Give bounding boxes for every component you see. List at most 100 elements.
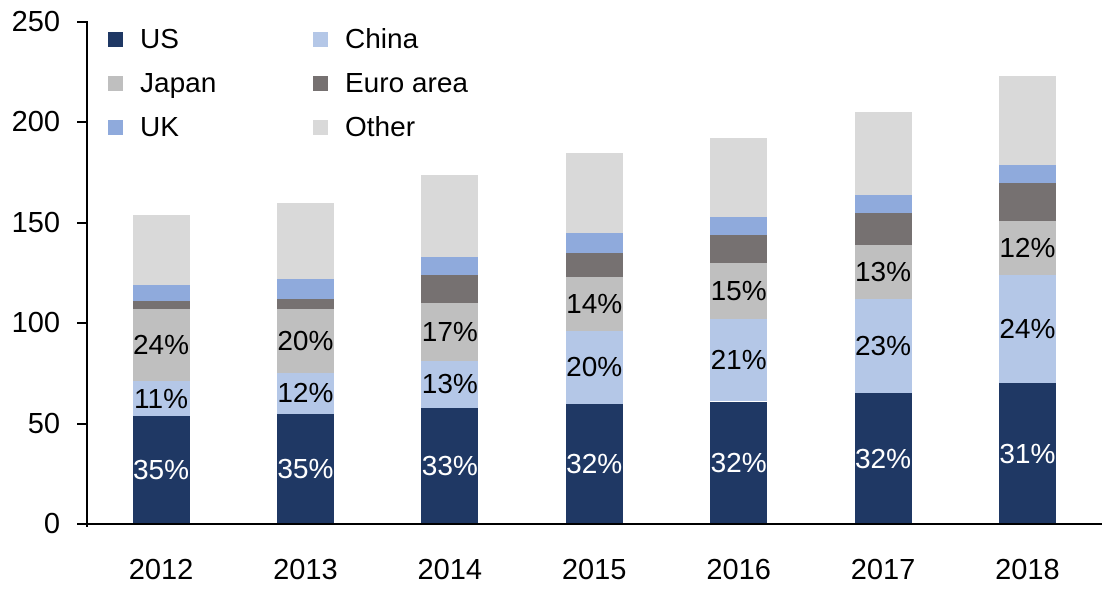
bar-segment-other-2015 — [565, 152, 623, 233]
bar-segment-us-2017 — [854, 393, 912, 524]
bar-segment-euro-area-2016 — [710, 234, 768, 263]
bar-segment-other-2013 — [276, 202, 334, 280]
bar-segment-us-2018 — [998, 383, 1056, 524]
legend-item-euro-area: Euro area — [313, 66, 468, 100]
segment-label-japan-2015: 14% — [566, 288, 623, 320]
bar-segment-us-2016 — [710, 401, 768, 524]
bar-segment-china-2012 — [132, 381, 190, 416]
x-category-label-2016: 2016 — [706, 554, 771, 586]
bar-segment-euro-area-2012 — [132, 301, 190, 310]
segment-label-china-2014: 13% — [421, 368, 478, 400]
bar-segment-japan-2016 — [710, 262, 768, 320]
legend-swatch-other — [313, 119, 328, 135]
segment-label-us-2018: 31% — [999, 437, 1056, 469]
segment-label-japan-2013: 20% — [277, 325, 334, 357]
legend-item-us: US — [108, 22, 313, 56]
segment-label-china-2015: 20% — [566, 351, 623, 383]
y-tick-mark-200 — [77, 121, 87, 124]
y-tick-mark-50 — [77, 422, 87, 425]
bar-segment-uk-2012 — [132, 285, 190, 302]
segment-label-us-2012: 35% — [132, 453, 190, 485]
bar-segment-euro-area-2013 — [276, 299, 334, 310]
bar-segment-us-2012 — [132, 415, 190, 524]
bar-segment-euro-area-2017 — [854, 212, 912, 245]
bar-segment-japan-2015 — [565, 277, 623, 332]
bar-segment-other-2018 — [998, 76, 1056, 165]
y-tick-label-200: 200 — [11, 106, 60, 139]
legend-item-japan: Japan — [108, 66, 313, 100]
segment-label-japan-2018: 12% — [999, 231, 1056, 263]
legend-swatch-us — [108, 31, 123, 47]
x-category-label-2013: 2013 — [273, 554, 338, 586]
legend-label-other: Other — [345, 111, 416, 142]
bar-segment-other-2012 — [132, 214, 190, 286]
bar-segment-china-2017 — [854, 299, 912, 394]
segment-label-japan-2016: 15% — [710, 275, 767, 307]
legend-label-euro-area: Euro area — [345, 67, 468, 98]
segment-label-china-2013: 12% — [277, 377, 334, 409]
bar-segment-uk-2018 — [998, 164, 1056, 183]
bar-segment-uk-2013 — [276, 279, 334, 300]
x-category-label-2017: 2017 — [850, 554, 916, 586]
bar-segment-japan-2018 — [998, 220, 1056, 275]
bar-segment-other-2017 — [854, 112, 912, 195]
segment-label-china-2016: 21% — [710, 344, 767, 376]
y-tick-label-250: 250 — [11, 6, 60, 38]
bar-segment-uk-2017 — [854, 194, 912, 213]
segment-label-japan-2014: 17% — [421, 316, 478, 348]
legend-item-uk: UK — [108, 110, 313, 144]
bar-segment-us-2013 — [276, 413, 334, 524]
bar-segment-us-2015 — [565, 403, 623, 524]
y-axis-line — [86, 21, 88, 527]
segment-label-japan-2012: 24% — [132, 329, 190, 361]
bar-segment-uk-2016 — [710, 216, 768, 235]
bar-segment-japan-2017 — [854, 244, 912, 300]
legend-label-us: US — [140, 23, 179, 54]
x-category-label-2015: 2015 — [561, 554, 627, 586]
bar-segment-japan-2012 — [132, 309, 190, 382]
bar-segment-japan-2014 — [421, 303, 479, 362]
y-tick-mark-100 — [77, 322, 87, 325]
bar-segment-china-2016 — [710, 319, 768, 402]
segment-label-us-2017: 32% — [854, 442, 912, 474]
bar-segment-china-2018 — [998, 275, 1056, 384]
bar-segment-euro-area-2015 — [565, 252, 623, 277]
segment-label-us-2015: 32% — [566, 447, 623, 479]
x-axis-line — [77, 523, 1102, 525]
bar-segment-uk-2014 — [421, 256, 479, 275]
y-tick-label-0: 0 — [43, 508, 60, 540]
bar-segment-china-2015 — [565, 331, 623, 404]
x-category-label-2014: 2014 — [417, 554, 483, 586]
segment-label-japan-2017: 13% — [854, 255, 912, 287]
legend-swatch-china — [313, 31, 328, 47]
segment-label-us-2014: 33% — [421, 449, 478, 481]
bar-segment-japan-2013 — [276, 309, 334, 374]
bar-segment-other-2016 — [710, 138, 768, 217]
bar-segment-euro-area-2018 — [998, 182, 1056, 221]
segment-label-china-2017: 23% — [854, 330, 912, 362]
bar-segment-china-2013 — [276, 373, 334, 414]
bar-segment-us-2014 — [421, 407, 479, 524]
y-tick-label-150: 150 — [11, 206, 60, 239]
segment-label-us-2013: 35% — [277, 452, 334, 484]
y-tick-mark-150 — [77, 221, 87, 224]
segment-label-china-2012: 11% — [134, 382, 188, 414]
bar-segment-other-2014 — [421, 174, 479, 257]
legend-label-japan: Japan — [140, 67, 217, 98]
legend-item-china: China — [313, 22, 468, 56]
legend-swatch-euro-area — [313, 75, 328, 91]
y-tick-mark-250 — [77, 21, 87, 23]
segment-label-us-2016: 32% — [710, 446, 767, 478]
x-category-label-2018: 2018 — [995, 554, 1060, 586]
legend: US China Japan Euro area UK Other — [108, 22, 468, 144]
legend-swatch-japan — [108, 75, 123, 91]
segment-label-china-2018: 24% — [999, 313, 1056, 345]
x-category-label-2012: 2012 — [128, 554, 194, 586]
y-tick-label-100: 100 — [11, 307, 60, 340]
legend-swatch-uk — [108, 119, 123, 135]
bar-segment-uk-2015 — [565, 232, 623, 253]
legend-label-china: China — [345, 23, 419, 54]
y-tick-label-50: 50 — [27, 407, 60, 440]
bar-segment-euro-area-2014 — [421, 275, 479, 304]
